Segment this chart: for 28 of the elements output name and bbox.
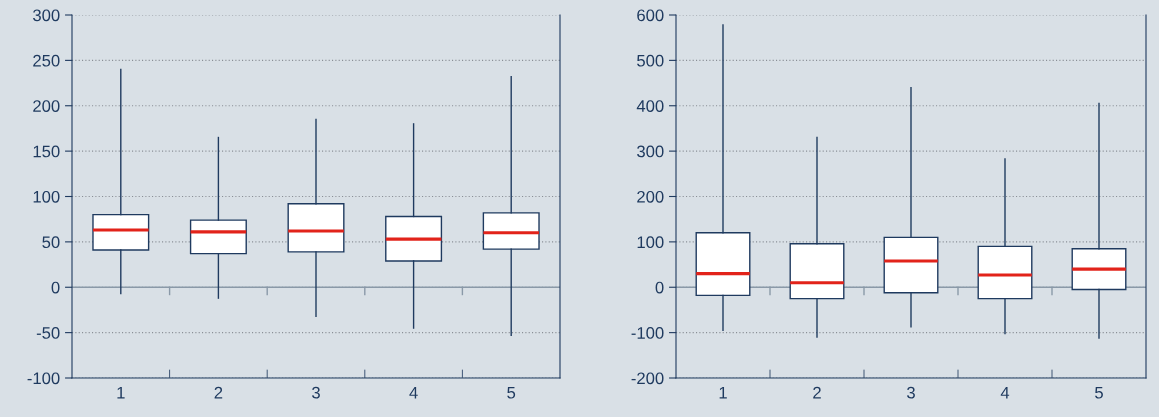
y-tick-label: 100 (33, 190, 60, 203)
x-tick-label: 4 (1000, 386, 1010, 399)
x-tick-label: 1 (719, 386, 727, 399)
y-tick-label: -100 (27, 372, 60, 385)
x-tick-label: 2 (813, 386, 821, 399)
x-tick-label: 1 (117, 386, 125, 399)
x-tick-label: 2 (214, 386, 223, 399)
y-tick-label: 200 (637, 190, 664, 203)
x-tick-label: 5 (507, 386, 516, 399)
y-tick-label: 400 (636, 100, 664, 112)
y-tick-label: 150 (33, 145, 60, 158)
y-tick-label: 0 (51, 281, 60, 294)
y-tick-label: -50 (36, 327, 60, 339)
y-tick-label: 500 (637, 54, 664, 67)
x-tick-label: 4 (409, 386, 418, 399)
y-tick-label: 0 (655, 281, 664, 294)
x-tick-label: 3 (312, 386, 320, 399)
y-tick-label: -200 (631, 372, 664, 385)
y-tick-label: 300 (33, 9, 60, 22)
y-tick-label: 250 (33, 54, 60, 67)
y-tick-label: 200 (33, 100, 60, 112)
x-tick-label: 5 (1095, 386, 1103, 399)
y-tick-label: 600 (637, 9, 664, 22)
y-tick-label: 100 (637, 236, 664, 249)
y-tick-label: -100 (631, 327, 664, 339)
y-tick-label: 50 (42, 236, 60, 249)
y-tick-label: 300 (637, 145, 664, 158)
x-tick-label: 3 (907, 386, 915, 399)
